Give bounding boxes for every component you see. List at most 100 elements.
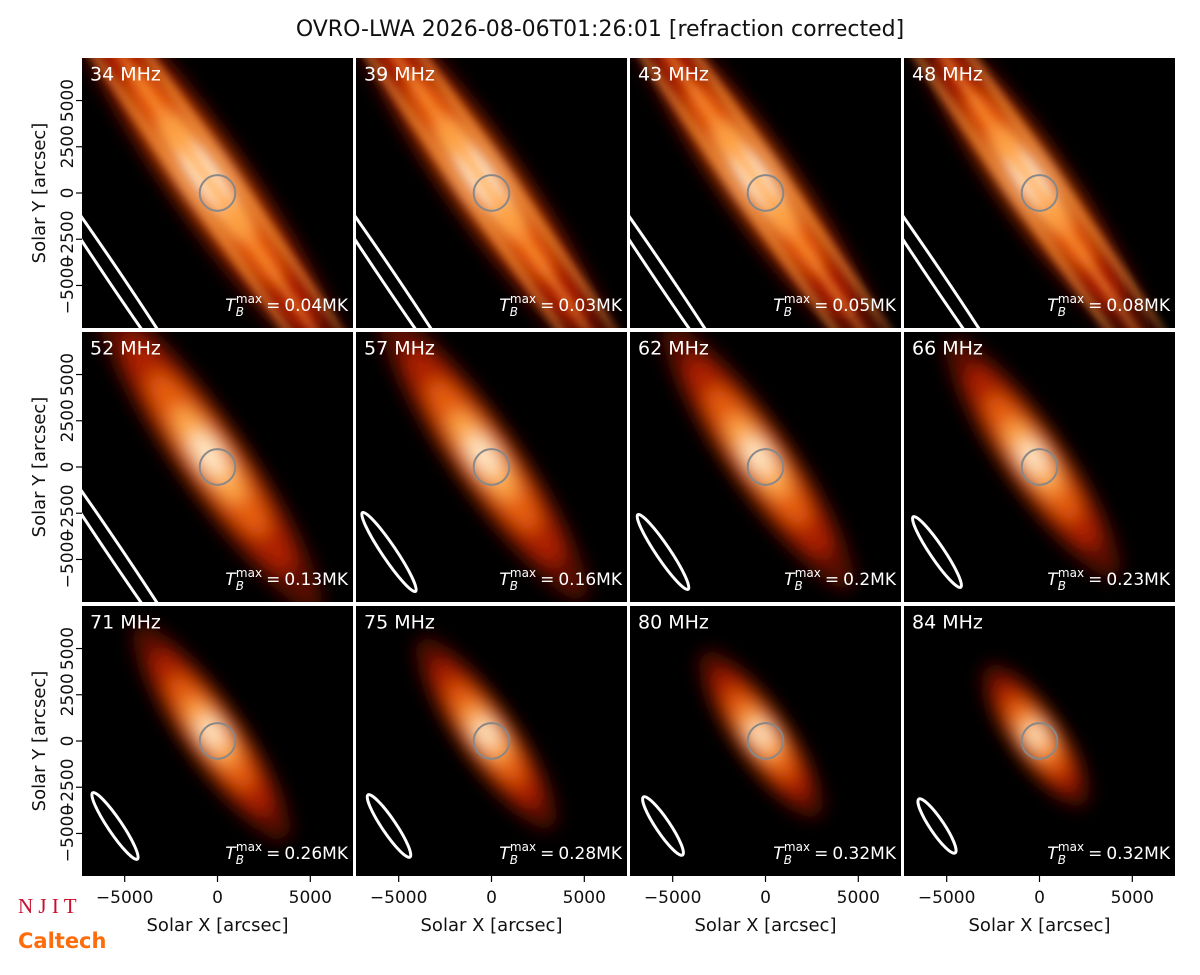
tb-symbol: T [225, 570, 237, 590]
tb-eq: = [266, 570, 280, 590]
y-tick-label: −2500 [58, 758, 78, 816]
frequency-label: 34 MHz [90, 64, 161, 86]
beam [356, 135, 486, 328]
tb-sup: max [1058, 566, 1084, 580]
y-tick-label: −5000 [58, 805, 78, 863]
tb-value: 0.23MK [1106, 570, 1171, 590]
x-axis-label: Solar X [arcsec] [969, 915, 1111, 936]
tb-symbol: T [773, 296, 785, 316]
tb-value: 0.05MK [832, 296, 897, 316]
logo: Caltech [18, 929, 106, 953]
logo: N J I T [18, 894, 77, 918]
tb-sup: max [1058, 292, 1084, 306]
frequency-label: 80 MHz [638, 612, 709, 634]
emission-layer [467, 434, 500, 477]
beam [365, 793, 413, 859]
tb-sub: B [784, 305, 792, 319]
tb-sup: max [1058, 840, 1084, 854]
radio-image [132, 624, 291, 841]
x-tick-label: −5000 [918, 888, 976, 908]
panel: 80 MHz TBmax = 0.32MK [630, 606, 901, 876]
radio-image [96, 332, 322, 602]
tb-max-label: TBmax = 0.16MK [499, 566, 623, 593]
beam [90, 791, 140, 861]
frequency-label: 62 MHz [638, 338, 709, 360]
fringe [904, 58, 1155, 328]
tb-value: 0.13MK [284, 570, 349, 590]
y-tick-label: 5000 [58, 627, 78, 670]
tb-symbol: T [1047, 570, 1059, 590]
fringe [356, 58, 589, 328]
chart-title: OVRO-LWA 2026-08-06T01:26:01 [refraction… [296, 17, 904, 42]
x-axis-label: Solar X [arcsec] [147, 915, 289, 936]
tb-sub: B [236, 853, 244, 867]
tb-symbol: T [499, 844, 511, 864]
tb-value: 0.03MK [558, 296, 623, 316]
solar-disk [746, 174, 785, 212]
radio-image [699, 650, 823, 818]
tb-symbol: T [225, 844, 237, 864]
beam [360, 510, 418, 594]
fringes [82, 58, 351, 328]
tb-sub: B [510, 853, 518, 867]
beam [911, 515, 963, 589]
tb-eq: = [1088, 844, 1102, 864]
y-tick-label: −2500 [58, 210, 78, 268]
tb-max-label: TBmax = 0.03MK [499, 292, 623, 319]
tb-sup: max [510, 292, 536, 306]
radio-image [662, 332, 854, 589]
tb-eq: = [540, 570, 554, 590]
beam [641, 795, 685, 857]
tb-sup: max [236, 840, 262, 854]
frequency-label: 43 MHz [638, 64, 709, 86]
fringe [371, 58, 625, 328]
y-tick-label: 0 [58, 736, 78, 747]
solar-disk [198, 174, 237, 212]
x-tick-label: 0 [486, 888, 497, 908]
panel: 52 MHz TBmax = 0.13MK [82, 332, 353, 602]
tb-sup: max [784, 292, 810, 306]
beam [635, 512, 691, 592]
panel: 57 MHz TBmax = 0.16MK [356, 332, 627, 602]
tb-sub: B [1058, 305, 1066, 319]
tb-value: 0.16MK [558, 570, 623, 590]
x-tick-label: −5000 [644, 888, 702, 908]
x-tick-label: 0 [1034, 888, 1045, 908]
tb-sup: max [784, 840, 810, 854]
solar-disk [746, 448, 785, 486]
tb-eq: = [266, 844, 280, 864]
y-axis-label: Solar Y [arcsec] [29, 671, 50, 812]
tb-symbol: T [1047, 844, 1059, 864]
tb-sub: B [510, 305, 518, 319]
y-tick-label: 2500 [58, 673, 78, 716]
tb-eq: = [1088, 570, 1102, 590]
frequency-label: 84 MHz [912, 612, 983, 634]
emission-layer [750, 722, 772, 747]
y-tick-label: 0 [58, 188, 78, 199]
tb-symbol: T [773, 844, 785, 864]
y-axis-label: Solar Y [arcsec] [29, 397, 50, 538]
x-tick-label: −5000 [370, 888, 428, 908]
panel: 62 MHz TBmax = 0.2MK [630, 332, 901, 602]
x-tick-label: 5000 [563, 888, 606, 908]
emission-layer [1018, 440, 1047, 475]
tb-max-label: TBmax = 0.13MK [225, 566, 349, 593]
tb-eq: = [814, 296, 828, 316]
panel: 43 MHz TBmax = 0.05MK [630, 58, 901, 328]
beam [904, 135, 1034, 328]
y-tick-label: 0 [58, 462, 78, 473]
solar-disk [198, 722, 237, 760]
tb-value: 0.26MK [284, 844, 349, 864]
y-tick-label: 2500 [58, 399, 78, 442]
tb-symbol: T [499, 570, 511, 590]
tb-sub: B [795, 579, 803, 593]
tb-value: 0.08MK [1106, 296, 1171, 316]
tb-symbol: T [225, 296, 237, 316]
solar-disk [472, 174, 511, 212]
fringe [97, 58, 351, 328]
frequency-label: 52 MHz [90, 338, 161, 360]
tb-value: 0.32MK [832, 844, 897, 864]
y-axis-label: Solar Y [arcsec] [29, 123, 50, 264]
solar-disk [746, 722, 785, 760]
